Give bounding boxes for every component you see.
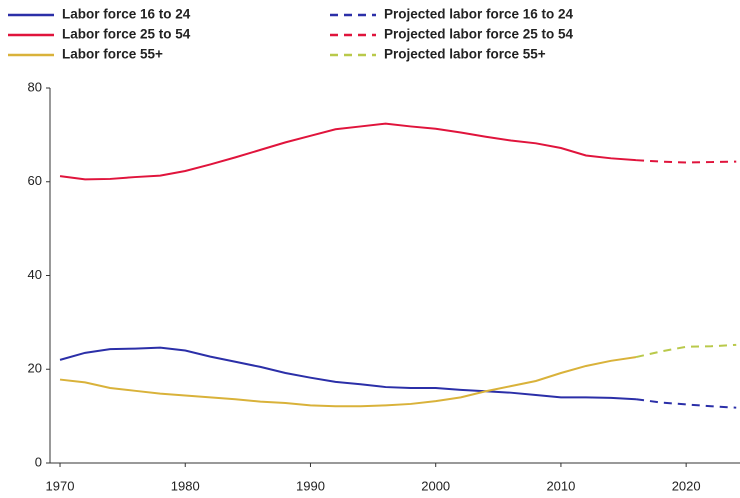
legend-label: Labor force 55+: [62, 47, 163, 62]
x-tick-label: 1990: [296, 478, 325, 493]
x-tick-label: 2000: [421, 478, 450, 493]
series-line: [59, 346, 637, 401]
legend-label: Projected labor force 55+: [384, 47, 546, 62]
series-line: [635, 343, 737, 359]
x-tick-label: 2020: [672, 478, 701, 493]
legend-label: Labor force 16 to 24: [62, 7, 191, 22]
series-line: [635, 398, 737, 409]
y-tick-label: 40: [28, 267, 42, 282]
legend-label: Labor force 25 to 54: [62, 27, 191, 42]
x-tick-label: 1980: [171, 478, 200, 493]
y-tick-label: 0: [35, 454, 42, 469]
legend-label: Projected labor force 25 to 54: [384, 27, 574, 42]
y-tick-label: 80: [28, 79, 42, 94]
series-line: [59, 356, 637, 408]
y-tick-label: 60: [28, 173, 42, 188]
legend-label: Projected labor force 16 to 24: [384, 7, 574, 22]
series-line: [59, 122, 637, 181]
y-tick-label: 20: [28, 361, 42, 376]
series-line: [636, 159, 737, 164]
x-tick-label: 1970: [46, 478, 75, 493]
x-tick-label: 2010: [546, 478, 575, 493]
